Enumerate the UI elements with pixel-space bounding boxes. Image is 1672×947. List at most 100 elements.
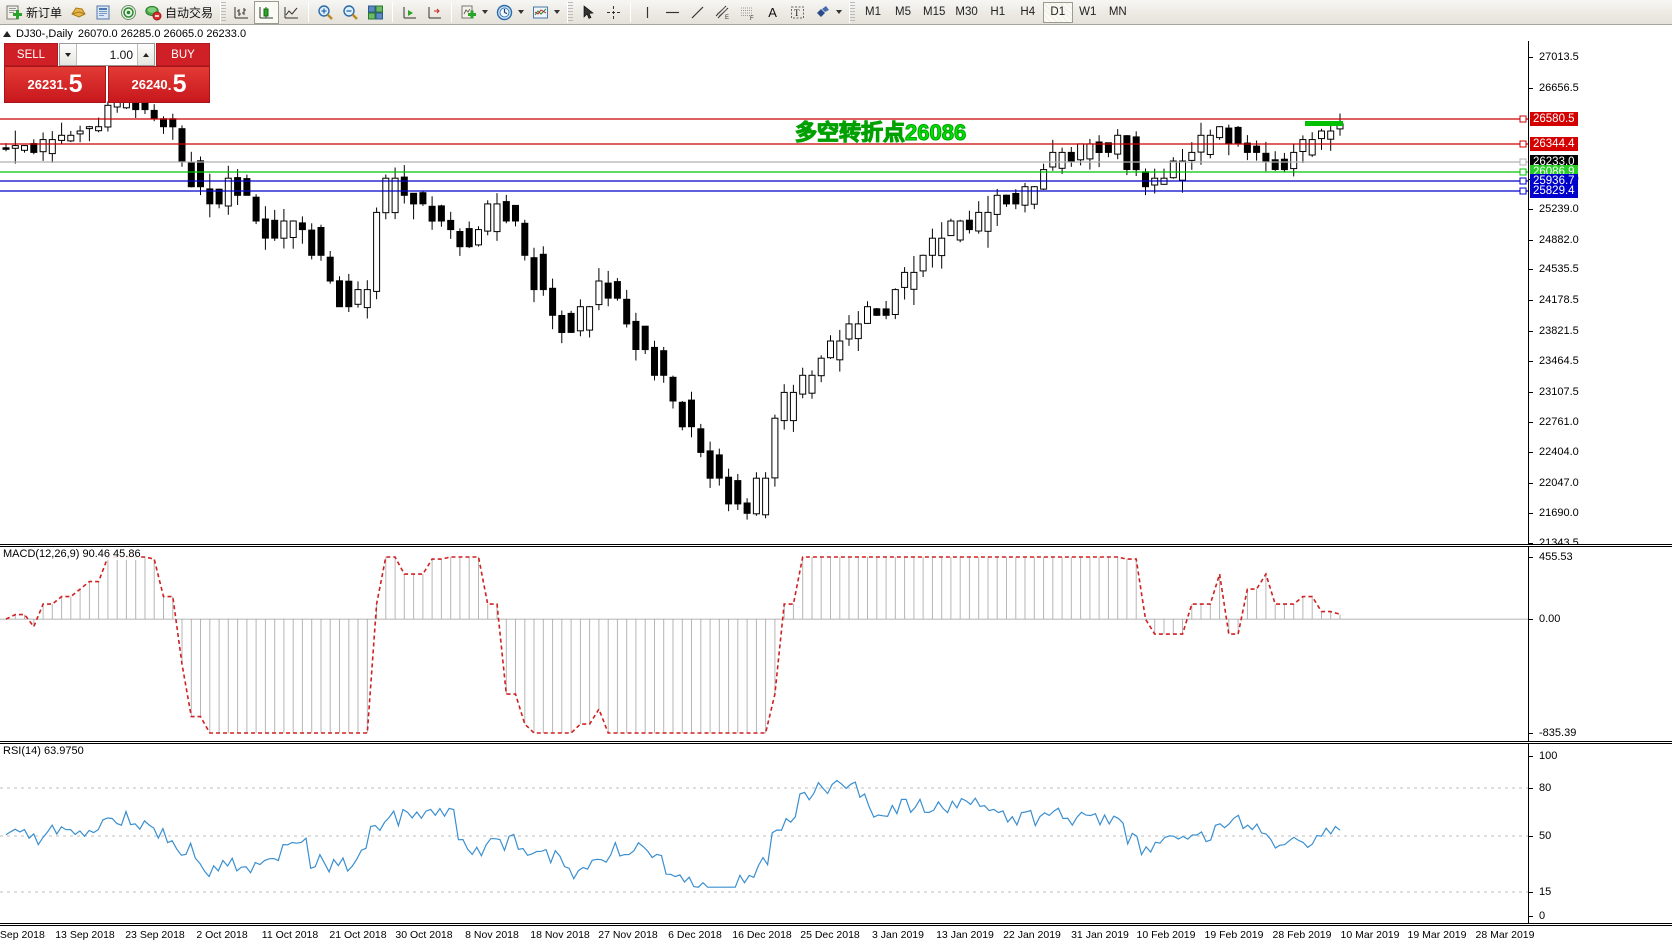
price-tick: 21343.5	[1529, 537, 1579, 544]
bar-chart-icon	[233, 4, 250, 21]
zoom-in-button[interactable]	[313, 1, 338, 24]
bar-chart-button[interactable]	[229, 1, 254, 24]
grid-windows-button[interactable]	[363, 1, 388, 24]
price-tick: 24178.5	[1529, 294, 1579, 306]
zoom-out-button[interactable]	[338, 1, 363, 24]
rsi-plot-area[interactable]	[0, 744, 1528, 923]
new-order-button[interactable]: 新订单	[2, 1, 66, 24]
chevron-down-icon[interactable]	[836, 10, 843, 14]
templates-button[interactable]	[528, 1, 564, 24]
volume-decrease-button[interactable]	[60, 44, 77, 65]
chart-symbol-header: DJ30-,Daily 26070.0 26285.0 26065.0 2623…	[0, 26, 1672, 41]
shift-end-button[interactable]	[422, 1, 447, 24]
date-tick-label: 19 Mar 2019	[1407, 929, 1467, 941]
text-label-button[interactable]: T	[785, 1, 810, 24]
buy-price-integer: 26240	[131, 77, 168, 92]
shift-start-button[interactable]	[397, 1, 422, 24]
toolbar-grip-2[interactable]	[567, 1, 574, 23]
add-indicator-icon	[460, 4, 477, 21]
timeframe-button-m30[interactable]: M30	[955, 6, 978, 18]
toolbar-divider-3	[451, 2, 453, 22]
volume-increase-button[interactable]	[137, 44, 154, 65]
chart-symbol-label: DJ30-,Daily	[16, 27, 73, 40]
chevron-down-icon[interactable]	[482, 10, 489, 14]
chevron-down-icon[interactable]	[554, 10, 561, 14]
one-click-trading-panel[interactable]: SELL 1.00 BUY 26231 . 5 26240 . 5	[4, 43, 210, 103]
price-tick: 23464.5	[1529, 355, 1579, 367]
candlestick-chart-button[interactable]	[254, 0, 280, 24]
buy-price-button[interactable]: 26240 . 5	[108, 66, 210, 103]
equidistant-channel-button[interactable]: E	[710, 1, 735, 24]
vertical-line-button[interactable]	[635, 1, 660, 24]
price-plot-area[interactable]: 多空转折点26086	[0, 41, 1528, 544]
toolbar-divider-4	[630, 2, 632, 22]
price-tick: 24535.5	[1529, 263, 1579, 275]
volume-input[interactable]: 1.00	[109, 47, 133, 62]
new-order-icon	[6, 4, 23, 21]
rsi-tick: 100	[1529, 750, 1557, 762]
horizontal-line-button[interactable]	[660, 1, 685, 24]
line-chart-button[interactable]	[279, 1, 304, 24]
autotrading-button[interactable]: 自动交易	[141, 1, 217, 24]
order-panel-top-row: SELL 1.00 BUY	[4, 43, 210, 66]
price-level-tag-support-lower[interactable]: 25829.4	[1530, 184, 1578, 198]
macd-tick: 455.53	[1529, 551, 1573, 563]
sell-price-button[interactable]: 26231 . 5	[4, 66, 106, 103]
period-button[interactable]	[492, 1, 528, 24]
toolbar-grip-3[interactable]	[849, 1, 856, 23]
chevron-down-icon[interactable]	[518, 10, 525, 14]
price-axis[interactable]: 27013.525596.025239.024882.024535.524178…	[1528, 41, 1672, 544]
rsi-tick: 80	[1529, 782, 1551, 794]
timeframe-button-w1[interactable]: W1	[1079, 6, 1097, 18]
collapse-triangle-icon[interactable]	[3, 30, 11, 37]
toolbar-grip[interactable]	[220, 1, 227, 23]
volume-stepper[interactable]: 1.00	[59, 43, 155, 66]
buy-button[interactable]: BUY	[156, 43, 210, 66]
sell-price-dot: .	[63, 76, 68, 93]
macd-label: MACD(12,26,9) 90.46 45.86	[3, 548, 141, 560]
cursor-button[interactable]	[576, 1, 601, 24]
main-toolbar: 新订单	[0, 0, 1672, 25]
macd-plot-area[interactable]	[0, 547, 1528, 741]
crosshair-button[interactable]	[601, 1, 626, 24]
fibonacci-button[interactable]: F	[735, 1, 760, 24]
timeframe-button-h1[interactable]: H1	[990, 6, 1006, 18]
macd-tick: -835.39	[1529, 727, 1576, 739]
date-tick-label: 3 Jan 2019	[872, 929, 924, 941]
date-axis[interactable]: 4 Sep 2018 13 Sep 2018 23 Sep 2018 2 Oct 20…	[0, 925, 1672, 947]
price-level-tag-resistance-upper[interactable]: 26580.5	[1530, 112, 1578, 126]
line-chart-icon	[283, 4, 300, 21]
timeframe-button-m15[interactable]: M15	[923, 6, 946, 18]
price-tick: 23107.5	[1529, 386, 1579, 398]
rsi-pane[interactable]: RSI(14) 63.9750 100 80 50 15 0	[0, 743, 1672, 924]
signals-button[interactable]	[116, 1, 141, 24]
macd-pane[interactable]: MACD(12,26,9) 90.46 45.86 455.53 0.00 -835…	[0, 546, 1672, 742]
timeframe-button-h4[interactable]: H4	[1020, 6, 1036, 18]
timeframe-button-m5[interactable]: M5	[895, 6, 912, 18]
news-icon	[95, 4, 112, 21]
trendline-button[interactable]	[685, 1, 710, 24]
macd-axis[interactable]: 455.53 0.00 -835.39	[1528, 547, 1672, 741]
grid-icon	[367, 4, 384, 21]
text-button[interactable]: A	[760, 1, 785, 24]
price-level-tag-resistance-lower[interactable]: 26344.4	[1530, 137, 1578, 151]
chart-data-button[interactable]	[66, 1, 91, 24]
timeframe-button-d1[interactable]: D1	[1042, 1, 1073, 23]
news-button[interactable]	[91, 1, 116, 24]
add-indicator-button[interactable]	[456, 1, 492, 24]
sell-button[interactable]: SELL	[4, 43, 58, 66]
timeframe-button-mn[interactable]: MN	[1108, 6, 1127, 18]
chevron-up-icon	[143, 52, 149, 57]
timeframe-button-m1[interactable]: M1	[865, 6, 882, 18]
order-panel-price-row: 26231 . 5 26240 . 5	[4, 66, 210, 103]
price-tick: 23821.5	[1529, 325, 1579, 337]
price-tick: 26656.5	[1529, 82, 1579, 94]
rsi-axis[interactable]: 100 80 50 15 0	[1528, 744, 1672, 923]
cursor-icon	[580, 4, 597, 21]
shift-start-icon	[401, 4, 418, 21]
objects-button[interactable]	[810, 1, 846, 24]
chart-ohlc-values: 26070.0 26285.0 26065.0 26233.0	[77, 27, 247, 40]
price-chart-pane[interactable]: 多空转折点26086 27013.525596.025239.024882.02…	[0, 41, 1672, 545]
templates-icon	[532, 4, 549, 21]
